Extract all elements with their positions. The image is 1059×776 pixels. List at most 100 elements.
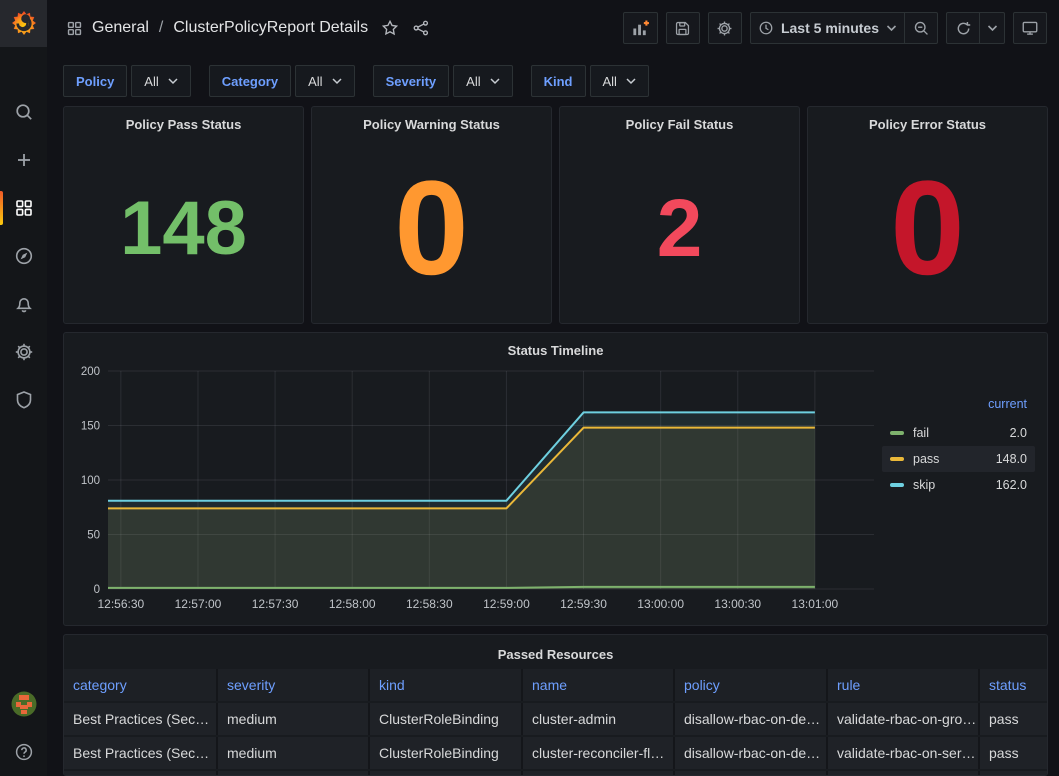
sidebar-item-explore[interactable] [0,232,47,280]
breadcrumb-folder[interactable]: General [92,19,149,37]
grafana-logo-icon [9,9,39,39]
breadcrumb: General / ClusterPolicyReport Details [66,19,430,37]
breadcrumb-dashboard-title[interactable]: ClusterPolicyReport Details [173,19,368,37]
svg-text:12:59:30: 12:59:30 [560,597,607,611]
refresh-interval-dropdown[interactable] [979,12,1005,44]
chevron-down-icon [490,77,500,85]
top-navbar: General / ClusterPolicyReport Details [47,0,1059,56]
cell-status: pass [980,703,1047,735]
sidebar-item-help[interactable] [0,728,47,776]
table-row: Best Practices (Sec… medium ClusterRoleB… [64,737,1047,769]
panel-title: Policy Error Status [808,107,1047,135]
col-header-rule[interactable]: rule [828,669,978,701]
time-range-picker[interactable]: Last 5 minutes [750,12,905,44]
dashboards-icon [14,198,34,218]
zoom-out-button[interactable] [904,12,938,44]
sidebar-item-alerting[interactable] [0,280,47,328]
filter-category-select[interactable]: All [295,65,354,97]
cell-kind: ClusterRoleBinding [370,703,521,735]
svg-text:200: 200 [81,366,100,378]
dashboard-settings-button[interactable] [708,12,742,44]
sidebar-item-server-admin[interactable] [0,376,47,424]
filter-policy-select[interactable]: All [131,65,190,97]
gear-icon [14,342,34,362]
sidebar-item-dashboards[interactable] [0,184,47,232]
cell-rule: validate-rbac-on-ser… [828,737,978,769]
svg-text:50: 50 [87,530,100,542]
cell-severity: medium [218,703,368,735]
table-header-row: category severity kind name policy rule … [64,669,1047,701]
filter-policy-label: Policy [63,65,127,97]
refresh-button[interactable] [946,12,980,44]
compass-icon [14,246,34,266]
tv-mode-button[interactable] [1013,12,1047,44]
favorite-button[interactable] [381,19,399,37]
panel-policy-fail-status: Policy Fail Status 2 [559,106,800,324]
cell-name: cluster-admin [523,703,673,735]
save-dashboard-button[interactable] [666,12,700,44]
filter-severity-select[interactable]: All [453,65,512,97]
grafana-logo-button[interactable] [0,0,47,47]
col-header-severity[interactable]: severity [218,669,368,701]
svg-text:0: 0 [94,584,100,596]
sidebar-item-configuration[interactable] [0,328,47,376]
filter-kind-value: All [603,74,617,89]
legend-swatch-fail [890,431,904,435]
col-header-kind[interactable]: kind [370,669,521,701]
legend-item-fail[interactable]: fail 2.0 [882,420,1035,446]
refresh-icon [955,20,972,37]
bell-icon [14,294,34,314]
svg-text:12:56:30: 12:56:30 [97,597,144,611]
svg-text:13:01:00: 13:01:00 [792,597,839,611]
sidebar-item-create[interactable] [0,136,47,184]
sidebar-item-profile[interactable] [0,680,47,728]
apps-grid-icon [66,20,83,37]
panel-title: Status Timeline [64,333,1047,361]
sidebar-item-search[interactable] [0,88,47,136]
svg-text:13:00:00: 13:00:00 [637,597,684,611]
filter-policy: Policy All [63,65,191,97]
chevron-down-icon [168,77,178,85]
legend-item-skip[interactable]: skip 162.0 [882,472,1035,498]
legend-value-skip: 162.0 [996,478,1027,492]
svg-text:12:58:00: 12:58:00 [329,597,376,611]
legend-swatch-pass [890,457,904,461]
legend-swatch-skip [890,483,904,487]
col-header-name[interactable]: name [523,669,673,701]
legend-label-pass: pass [913,452,939,466]
add-panel-button[interactable] [623,12,658,44]
svg-text:12:57:30: 12:57:30 [252,597,299,611]
panel-passed-resources: Passed Resources category severity kind … [63,634,1048,776]
panel-title: Passed Resources [64,635,1047,669]
timeline-body: 05010015020012:56:3012:57:0012:57:3012:5… [64,361,1047,625]
panel-policy-pass-status: Policy Pass Status 148 [63,106,304,324]
legend-label-skip: skip [913,478,935,492]
col-header-status[interactable]: status [980,669,1047,701]
legend-label-fail: fail [913,426,929,440]
col-header-policy[interactable]: policy [675,669,826,701]
chevron-down-icon [886,24,897,32]
sidebar-bottom [0,680,47,776]
share-button[interactable] [412,19,430,37]
legend-item-pass[interactable]: pass 148.0 [882,446,1035,472]
sidebar [0,0,47,776]
filter-category: Category All [209,65,355,97]
panel-title: Policy Pass Status [64,107,303,135]
filter-kind: Kind All [531,65,649,97]
gear-icon [716,20,733,37]
legend-value-fail: 2.0 [1010,426,1027,440]
timeline-chart[interactable]: 05010015020012:56:3012:57:0012:57:3012:5… [68,363,880,615]
filter-category-value: All [308,74,322,89]
navbar-actions: Last 5 minutes [615,12,1047,44]
col-header-category[interactable]: category [64,669,216,701]
zoom-out-icon [913,20,930,37]
panel-policy-warning-status: Policy Warning Status 0 [311,106,552,324]
svg-text:12:59:00: 12:59:00 [483,597,530,611]
cell-kind: ClusterRoleBinding [370,737,521,769]
filter-severity: Severity All [373,65,513,97]
filter-kind-select[interactable]: All [590,65,649,97]
filter-policy-value: All [144,74,158,89]
chevron-down-icon [626,77,636,85]
resources-table: category severity kind name policy rule … [64,669,1047,775]
panel-policy-error-status: Policy Error Status 0 [807,106,1048,324]
